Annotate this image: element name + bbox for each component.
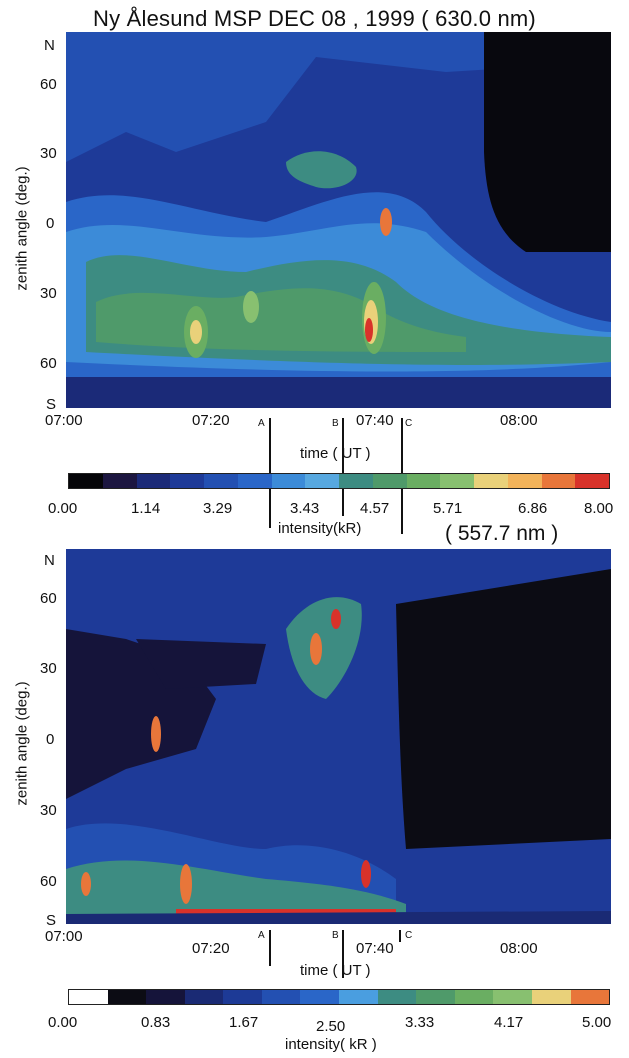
colorbar-swatch xyxy=(146,990,185,1004)
colorbar-557-tick-1: 0.83 xyxy=(141,1014,171,1031)
y-tick-bottom-60n: 60 xyxy=(40,590,57,607)
colorbar-swatch xyxy=(184,990,224,1004)
y-tick-top-0: 0 xyxy=(46,215,55,232)
colorbar-swatch xyxy=(170,474,204,488)
colorbar-557-tick-6: 5.00 xyxy=(582,1014,612,1031)
colorbar-630-tick-5: 5.71 xyxy=(433,500,463,517)
colorbar-swatch xyxy=(474,474,508,488)
colorbar-557-tick-3: 2.50 xyxy=(316,1018,346,1035)
colorbar-630-tick-7: 8.00 xyxy=(584,500,614,517)
x-tick-top-0740: 07:40 xyxy=(356,412,394,429)
y-tick-bottom-0: 0 xyxy=(46,731,55,748)
y-tick-bottom-s: S xyxy=(46,912,57,929)
colorbar-swatch xyxy=(541,474,576,488)
colorbar-630-tick-6: 6.86 xyxy=(518,500,548,517)
colorbar-557nm xyxy=(68,989,610,1005)
y-tick-top-n: N xyxy=(44,37,55,54)
marker-b-label-top: B xyxy=(332,418,339,429)
colorbar-swatch xyxy=(102,474,137,488)
colorbar-swatch xyxy=(223,990,262,1004)
chart-title: Ny Ålesund MSP DEC 08 , 1999 ( 630.0 nm) xyxy=(93,6,536,31)
x-tick-top-0720: 07:20 xyxy=(192,412,230,429)
colorbar-557-label: intensity( kR ) xyxy=(285,1036,377,1053)
colorbar-swatch xyxy=(339,474,373,488)
heatmap-557nm xyxy=(66,549,611,924)
colorbar-swatch xyxy=(416,990,455,1004)
x-tick-top-0800: 08:00 xyxy=(500,412,538,429)
marker-b-line-bottom xyxy=(342,930,344,978)
colorbar-swatch xyxy=(377,990,417,1004)
colorbar-swatch xyxy=(570,990,610,1004)
colorbar-swatch xyxy=(575,474,609,488)
x-tick-bottom-0720: 07:20 xyxy=(192,940,230,957)
x-tick-top-0700: 07:00 xyxy=(45,412,83,429)
marker-c-line-bottom xyxy=(399,930,401,942)
x-tick-bottom-0740: 07:40 xyxy=(356,940,394,957)
colorbar-630nm xyxy=(68,473,610,489)
y-tick-bottom-30n: 30 xyxy=(40,660,57,677)
colorbar-557-tick-5: 4.17 xyxy=(494,1014,524,1031)
x-tick-bottom-0700: 07:00 xyxy=(45,928,83,945)
heatmap-630nm xyxy=(66,32,611,408)
colorbar-630-label: intensity(kR) xyxy=(278,520,362,537)
colorbar-swatch xyxy=(69,990,108,1004)
colorbar-swatch xyxy=(339,990,378,1004)
colorbar-swatch xyxy=(531,990,571,1004)
marker-a-label-bottom: A xyxy=(258,930,265,941)
colorbar-swatch xyxy=(372,474,407,488)
y-tick-top-30s: 30 xyxy=(40,285,57,302)
marker-a-label-top: A xyxy=(258,418,265,429)
y-tick-top-60n: 60 xyxy=(40,76,57,93)
colorbar-swatch xyxy=(107,990,147,1004)
colorbar-swatch xyxy=(440,474,474,488)
colorbar-swatch xyxy=(300,990,340,1004)
colorbar-swatch xyxy=(454,990,494,1004)
colorbar-swatch xyxy=(204,474,238,488)
colorbar-swatch xyxy=(305,474,339,488)
x-axis-label-bottom: time ( UT ) xyxy=(300,962,371,979)
colorbar-630-tick-2: 3.29 xyxy=(203,500,233,517)
y-tick-top-30n: 30 xyxy=(40,145,57,162)
colorbar-swatch xyxy=(507,474,542,488)
x-tick-bottom-0800: 08:00 xyxy=(500,940,538,957)
marker-b-label-bottom: B xyxy=(332,930,339,941)
colorbar-557-tick-4: 3.33 xyxy=(405,1014,435,1031)
colorbar-630-tick-1: 1.14 xyxy=(131,500,161,517)
colorbar-557-tick-0: 0.00 xyxy=(48,1014,78,1031)
y-tick-top-s: S xyxy=(46,396,57,413)
y-tick-bottom-n: N xyxy=(44,552,55,569)
colorbar-630-tick-0: 0.00 xyxy=(48,500,78,517)
y-axis-label-top: zenith angle (deg.) xyxy=(13,166,31,291)
chart-subtitle-557nm: ( 557.7 nm ) xyxy=(445,522,559,545)
marker-c-label-top: C xyxy=(405,418,413,429)
y-axis-label-bottom: zenith angle (deg.) xyxy=(13,681,31,806)
marker-c-label-bottom: C xyxy=(405,930,413,941)
colorbar-swatch xyxy=(136,474,171,488)
colorbar-swatch xyxy=(237,474,272,488)
y-tick-bottom-60s: 60 xyxy=(40,873,57,890)
colorbar-swatch xyxy=(406,474,441,488)
marker-a-line-bottom xyxy=(269,930,271,966)
colorbar-swatch xyxy=(271,474,306,488)
colorbar-557-tick-2: 1.67 xyxy=(229,1014,259,1031)
colorbar-630-tick-4: 4.57 xyxy=(360,500,390,517)
marker-b-line-top xyxy=(342,418,344,516)
colorbar-swatch xyxy=(261,990,301,1004)
heatmap-557nm-svg xyxy=(66,549,611,924)
heatmap-630nm-svg xyxy=(66,32,611,408)
colorbar-swatch xyxy=(493,990,532,1004)
colorbar-630-tick-3: 3.43 xyxy=(290,500,320,517)
y-tick-bottom-30s: 30 xyxy=(40,802,57,819)
colorbar-swatch xyxy=(69,474,103,488)
y-tick-top-60s: 60 xyxy=(40,355,57,372)
x-axis-label-top: time ( UT ) xyxy=(300,445,371,462)
